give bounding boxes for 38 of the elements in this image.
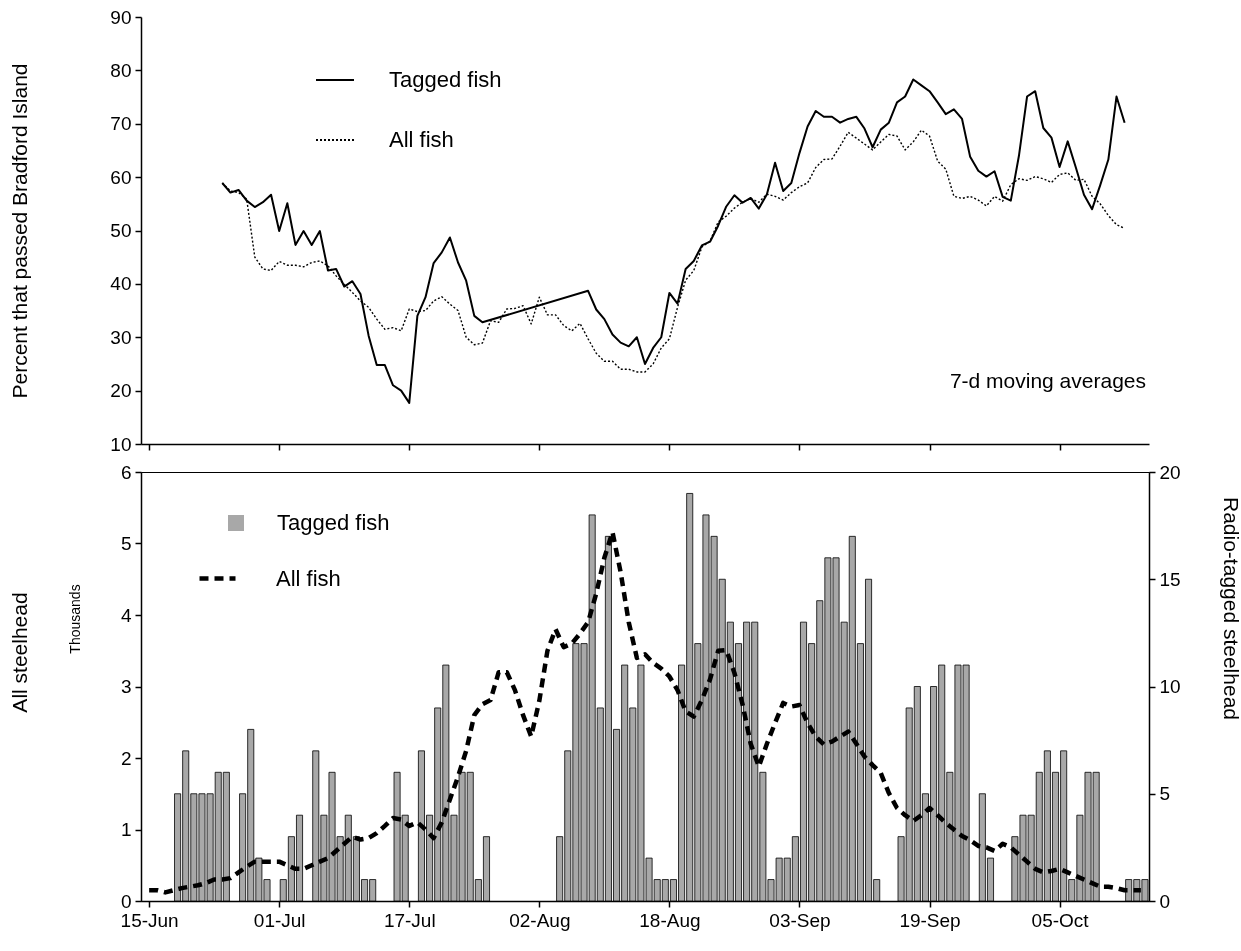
y2-tick-label: 5 [1159, 783, 1171, 805]
legend-label: Tagged fish [277, 510, 390, 535]
y-axis-title: All steelhead [7, 592, 31, 713]
x-tick-label: 18-Aug [639, 909, 701, 931]
legend-label: All fish [389, 127, 454, 152]
y-tick-label: 2 [120, 747, 132, 769]
y-tick-label: 70 [110, 113, 132, 135]
y-tick-label: 50 [110, 220, 132, 241]
x-tick-label: 05-Oct [1031, 909, 1090, 931]
x-tick-label: 17-Jul [383, 909, 436, 931]
y-tick-label: 80 [110, 59, 132, 81]
y-tick-label: 3 [120, 676, 132, 697]
y2-tick-label: 15 [1159, 568, 1181, 590]
y-tick-label: 4 [120, 604, 132, 626]
x-tick-label: 03-Sep [769, 909, 831, 931]
y2-tick-label: 10 [1159, 676, 1181, 697]
x-tick-label: 01-Jul [253, 909, 306, 931]
y-tick-label: 10 [110, 433, 132, 455]
x-tick-label: 15-Jun [120, 909, 179, 931]
y-tick-label: 40 [110, 273, 132, 295]
y-tick-label: 90 [110, 6, 132, 28]
legend-label: Tagged fish [389, 67, 502, 92]
y-tick-label: 60 [110, 166, 132, 188]
y-tick-label: 6 [120, 461, 132, 483]
x-tick-label: 02-Aug [509, 909, 571, 931]
y2-axis-title: Radio-tagged steelhead [1219, 496, 1241, 721]
y2-tick-label: 0 [1159, 890, 1171, 912]
y-tick-label: 30 [110, 326, 132, 348]
y-tick-label: 20 [110, 380, 132, 402]
y-tick-label: 0 [120, 890, 132, 912]
x-tick-label: 19-Sep [899, 909, 961, 931]
legend-label: All fish [276, 565, 341, 591]
y2-tick-label: 20 [1159, 461, 1181, 483]
y-tick-label: 1 [120, 819, 132, 840]
y-tick-label: 5 [120, 533, 132, 554]
y-axis-title: Percent that passed Bradford Island [7, 63, 31, 399]
annotation: 7-d moving averages [949, 369, 1146, 392]
text: Thousands [67, 584, 83, 654]
